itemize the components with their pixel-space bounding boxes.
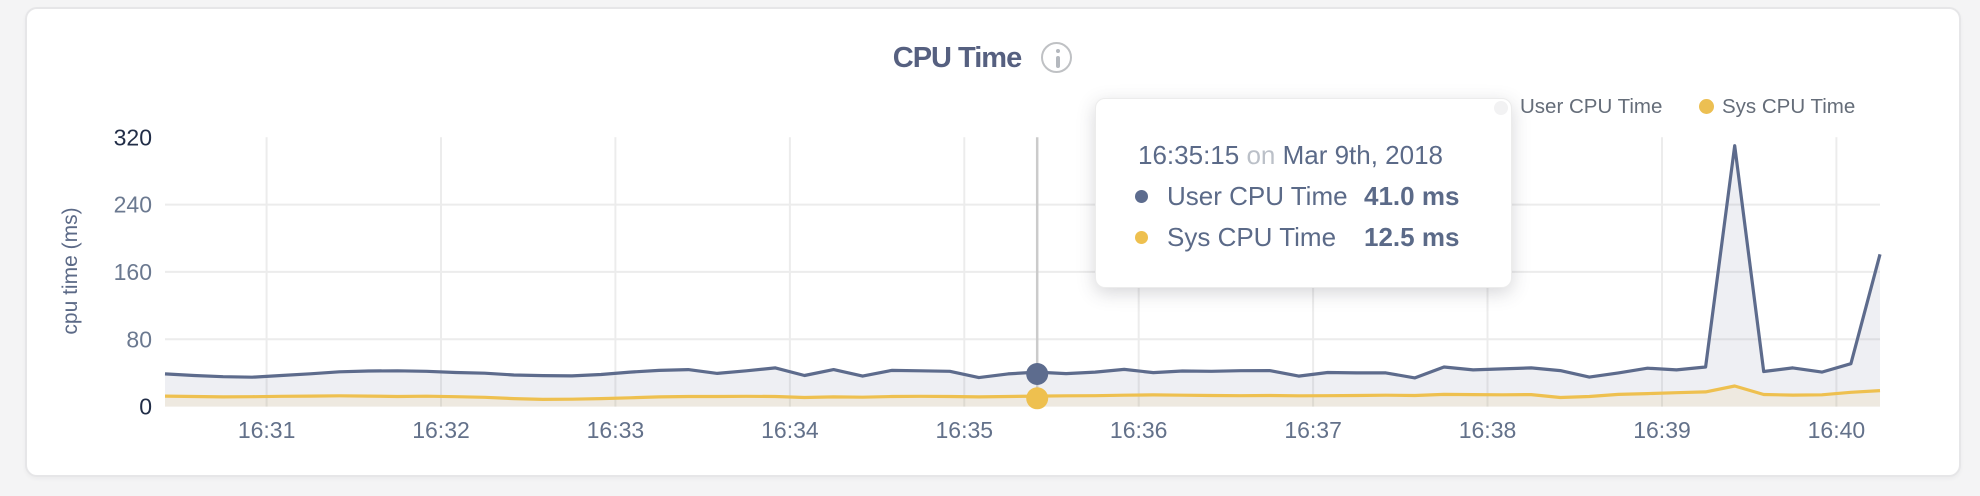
svg-text:16:37: 16:37 bbox=[1284, 417, 1342, 443]
svg-text:16:36: 16:36 bbox=[1110, 417, 1168, 443]
svg-text:16:39: 16:39 bbox=[1633, 417, 1691, 443]
svg-text:16:32: 16:32 bbox=[412, 417, 470, 443]
svg-text:16:40: 16:40 bbox=[1808, 417, 1866, 443]
svg-text:160: 160 bbox=[114, 259, 152, 285]
svg-text:16:35: 16:35 bbox=[936, 417, 994, 443]
svg-text:320: 320 bbox=[114, 124, 152, 150]
svg-text:16:33: 16:33 bbox=[587, 417, 645, 443]
svg-text:0: 0 bbox=[139, 394, 152, 420]
svg-text:80: 80 bbox=[126, 326, 152, 352]
svg-text:16:31: 16:31 bbox=[238, 417, 296, 443]
svg-text:240: 240 bbox=[114, 192, 152, 218]
svg-text:16:34: 16:34 bbox=[761, 417, 819, 443]
svg-text:16:38: 16:38 bbox=[1459, 417, 1517, 443]
